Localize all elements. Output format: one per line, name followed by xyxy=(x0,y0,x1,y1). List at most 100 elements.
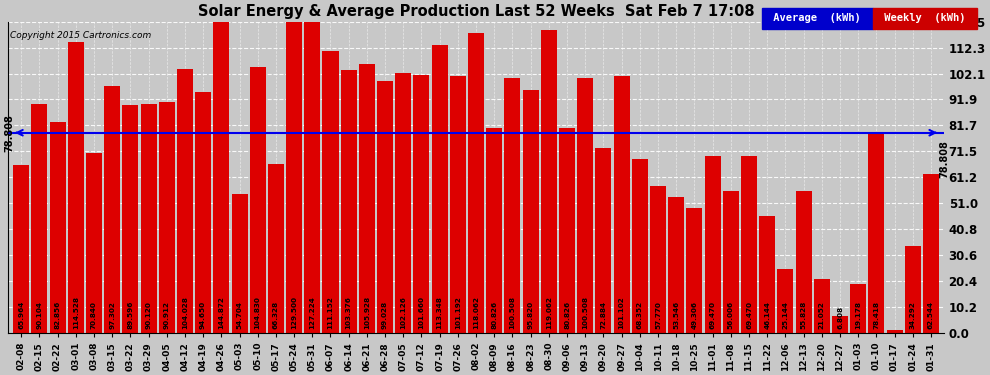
Text: 78.808: 78.808 xyxy=(940,140,949,178)
Bar xyxy=(505,78,521,333)
Text: 56.006: 56.006 xyxy=(728,301,734,329)
Bar xyxy=(286,22,302,333)
Text: 6.808: 6.808 xyxy=(837,306,843,329)
Bar xyxy=(814,279,830,333)
Text: 111.152: 111.152 xyxy=(328,296,334,329)
Bar xyxy=(523,90,539,333)
Text: 114.528: 114.528 xyxy=(72,296,79,329)
Bar xyxy=(559,128,575,333)
Text: 21.052: 21.052 xyxy=(819,301,825,329)
Text: 62.544: 62.544 xyxy=(928,301,934,329)
Bar xyxy=(86,153,102,333)
Text: 68.352: 68.352 xyxy=(637,301,643,329)
Bar xyxy=(777,269,793,333)
Bar xyxy=(67,42,84,333)
Bar xyxy=(323,51,339,333)
Text: 101.660: 101.660 xyxy=(419,296,425,329)
Text: 99.028: 99.028 xyxy=(382,301,388,329)
Bar xyxy=(341,70,356,333)
Bar xyxy=(541,30,556,333)
Text: Weekly  (kWh): Weekly (kWh) xyxy=(878,13,972,23)
Text: 104.830: 104.830 xyxy=(254,296,260,329)
Text: 69.470: 69.470 xyxy=(746,301,752,329)
Text: Copyright 2015 Cartronics.com: Copyright 2015 Cartronics.com xyxy=(10,31,151,40)
Bar xyxy=(177,69,193,333)
Text: 69.470: 69.470 xyxy=(710,301,716,329)
Text: 101.192: 101.192 xyxy=(454,296,461,329)
Text: 54.704: 54.704 xyxy=(237,301,243,329)
Text: 57.770: 57.770 xyxy=(655,301,661,329)
Bar xyxy=(887,330,903,333)
Text: 89.596: 89.596 xyxy=(128,301,134,329)
Text: 90.104: 90.104 xyxy=(37,301,43,329)
Text: 46.144: 46.144 xyxy=(764,301,770,329)
Text: 78.418: 78.418 xyxy=(873,301,879,329)
Bar xyxy=(759,216,775,333)
Bar xyxy=(377,81,393,333)
Text: 118.062: 118.062 xyxy=(473,296,479,329)
Text: 65.964: 65.964 xyxy=(18,301,24,329)
Bar xyxy=(414,75,430,333)
Text: 101.102: 101.102 xyxy=(619,296,625,329)
Bar xyxy=(104,86,120,333)
Text: Average  (kWh): Average (kWh) xyxy=(767,13,867,23)
Text: 78.808: 78.808 xyxy=(4,114,14,152)
Text: 100.508: 100.508 xyxy=(510,296,516,329)
Bar xyxy=(486,128,502,333)
Text: 80.826: 80.826 xyxy=(491,301,497,329)
Text: 104.028: 104.028 xyxy=(182,296,188,329)
Text: 119.062: 119.062 xyxy=(545,296,551,329)
Bar xyxy=(595,148,612,333)
Bar xyxy=(923,174,939,333)
Bar xyxy=(905,246,921,333)
Bar xyxy=(868,134,884,333)
Text: 90.120: 90.120 xyxy=(146,301,151,329)
Text: 103.376: 103.376 xyxy=(346,296,351,329)
Text: 53.546: 53.546 xyxy=(673,301,679,329)
Bar xyxy=(668,197,684,333)
Bar xyxy=(614,76,630,333)
Bar xyxy=(850,284,866,333)
Text: 55.828: 55.828 xyxy=(801,301,807,329)
Text: 144.872: 144.872 xyxy=(219,296,225,329)
Bar xyxy=(686,208,703,333)
Text: 97.302: 97.302 xyxy=(109,301,115,329)
Bar xyxy=(577,78,593,333)
Bar xyxy=(632,159,647,333)
Bar xyxy=(723,190,739,333)
Text: 34.292: 34.292 xyxy=(910,301,916,329)
Text: 105.928: 105.928 xyxy=(364,296,370,329)
Bar xyxy=(304,22,321,333)
Bar xyxy=(359,64,375,333)
Title: Solar Energy & Average Production Last 52 Weeks  Sat Feb 7 17:08: Solar Energy & Average Production Last 5… xyxy=(198,4,754,19)
Bar xyxy=(249,67,265,333)
Bar xyxy=(468,33,484,333)
Text: 102.126: 102.126 xyxy=(400,296,406,329)
Bar xyxy=(158,102,175,333)
Bar xyxy=(13,165,29,333)
Text: 25.144: 25.144 xyxy=(782,301,788,329)
Bar xyxy=(796,191,812,333)
Text: 127.224: 127.224 xyxy=(309,296,315,329)
Text: 113.348: 113.348 xyxy=(437,296,443,329)
Text: 129.500: 129.500 xyxy=(291,296,297,329)
Text: 70.840: 70.840 xyxy=(91,301,97,329)
Bar xyxy=(395,74,411,333)
Bar xyxy=(832,316,848,333)
Text: 100.508: 100.508 xyxy=(582,296,588,329)
Bar xyxy=(50,122,65,333)
Bar xyxy=(213,22,230,333)
Text: 72.884: 72.884 xyxy=(601,301,607,329)
Bar xyxy=(432,45,447,333)
Bar xyxy=(449,76,466,333)
Bar xyxy=(741,156,757,333)
Bar xyxy=(232,194,248,333)
Bar xyxy=(268,164,284,333)
Bar xyxy=(123,105,139,333)
Text: 80.826: 80.826 xyxy=(564,301,570,329)
Text: 95.820: 95.820 xyxy=(528,301,534,329)
Text: 94.650: 94.650 xyxy=(200,301,206,329)
Text: 19.178: 19.178 xyxy=(855,301,861,329)
Bar xyxy=(705,156,721,333)
Bar xyxy=(32,104,48,333)
